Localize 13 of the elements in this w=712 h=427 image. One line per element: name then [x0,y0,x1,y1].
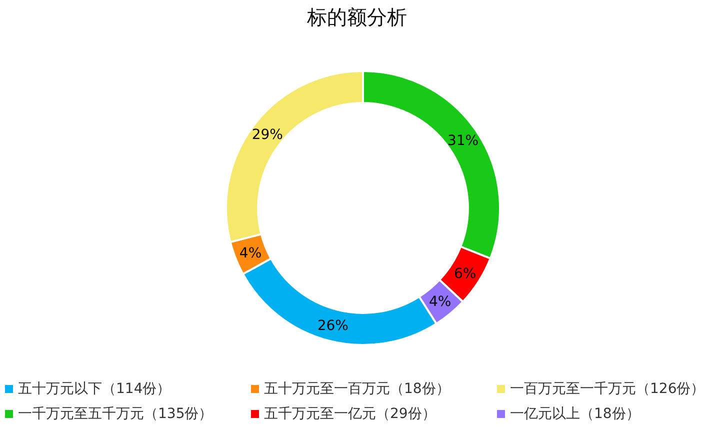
data-label: 4% [429,294,452,310]
legend-label: 五十万元以下（114份） [18,381,171,397]
legend-label: 五千万元至一亿元（29份） [264,406,436,422]
title: 标的额分析 [307,5,407,29]
data-label: 4% [239,246,262,262]
data-label: 6% [454,266,476,282]
data-label: 26% [317,318,348,334]
legend-label: 一千万元至五千万元（135份） [18,406,213,422]
data-label: 31% [447,133,479,150]
legend-label: 一亿元以上（18份） [510,406,640,422]
legend-label: 一百万元至一千万元（126份） [510,381,705,397]
data-label: 29% [252,126,283,143]
legend-label: 五十万元至一百万元（18份） [264,381,450,397]
